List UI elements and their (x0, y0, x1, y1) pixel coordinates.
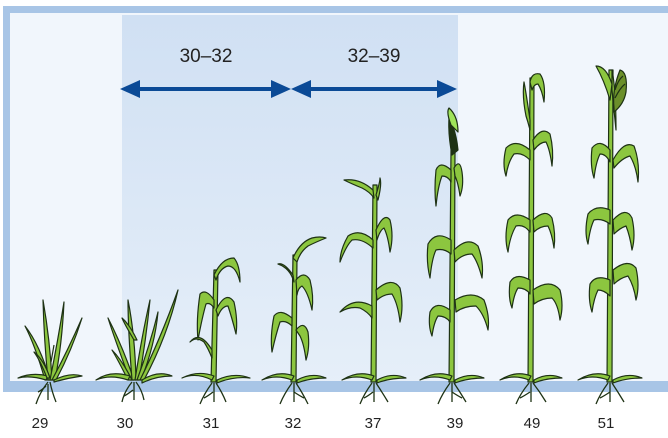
arrow-30-32 (120, 80, 291, 98)
roots (35, 381, 625, 405)
plant-stage-39 (419, 107, 490, 384)
stage-label: 32 (285, 415, 302, 432)
arrow-32-39 (291, 80, 457, 98)
plant-stage-30 (95, 289, 179, 384)
highlight-band (122, 15, 458, 388)
stage-label: 37 (365, 415, 382, 432)
stage-label: 29 (32, 415, 49, 432)
arrow-label-32-39: 32–39 (348, 46, 401, 67)
stage-label: 39 (447, 415, 464, 432)
stage-labels: 29 30 31 32 37 39 49 51 (32, 415, 615, 432)
plant-stage-51 (577, 65, 643, 384)
plant-stage-31 (181, 257, 251, 384)
plant-stage-49 (499, 73, 563, 384)
plant-stage-37 (339, 177, 407, 384)
arrow-label-30-32: 30–32 (180, 46, 233, 67)
ground-line (6, 381, 668, 389)
plant-stage-29 (17, 299, 83, 383)
stage-label: 30 (117, 415, 134, 432)
stage-label: 31 (203, 415, 220, 432)
plant-stage-32 (261, 236, 327, 384)
stage-label: 51 (598, 415, 615, 432)
stage-label: 49 (524, 415, 541, 432)
